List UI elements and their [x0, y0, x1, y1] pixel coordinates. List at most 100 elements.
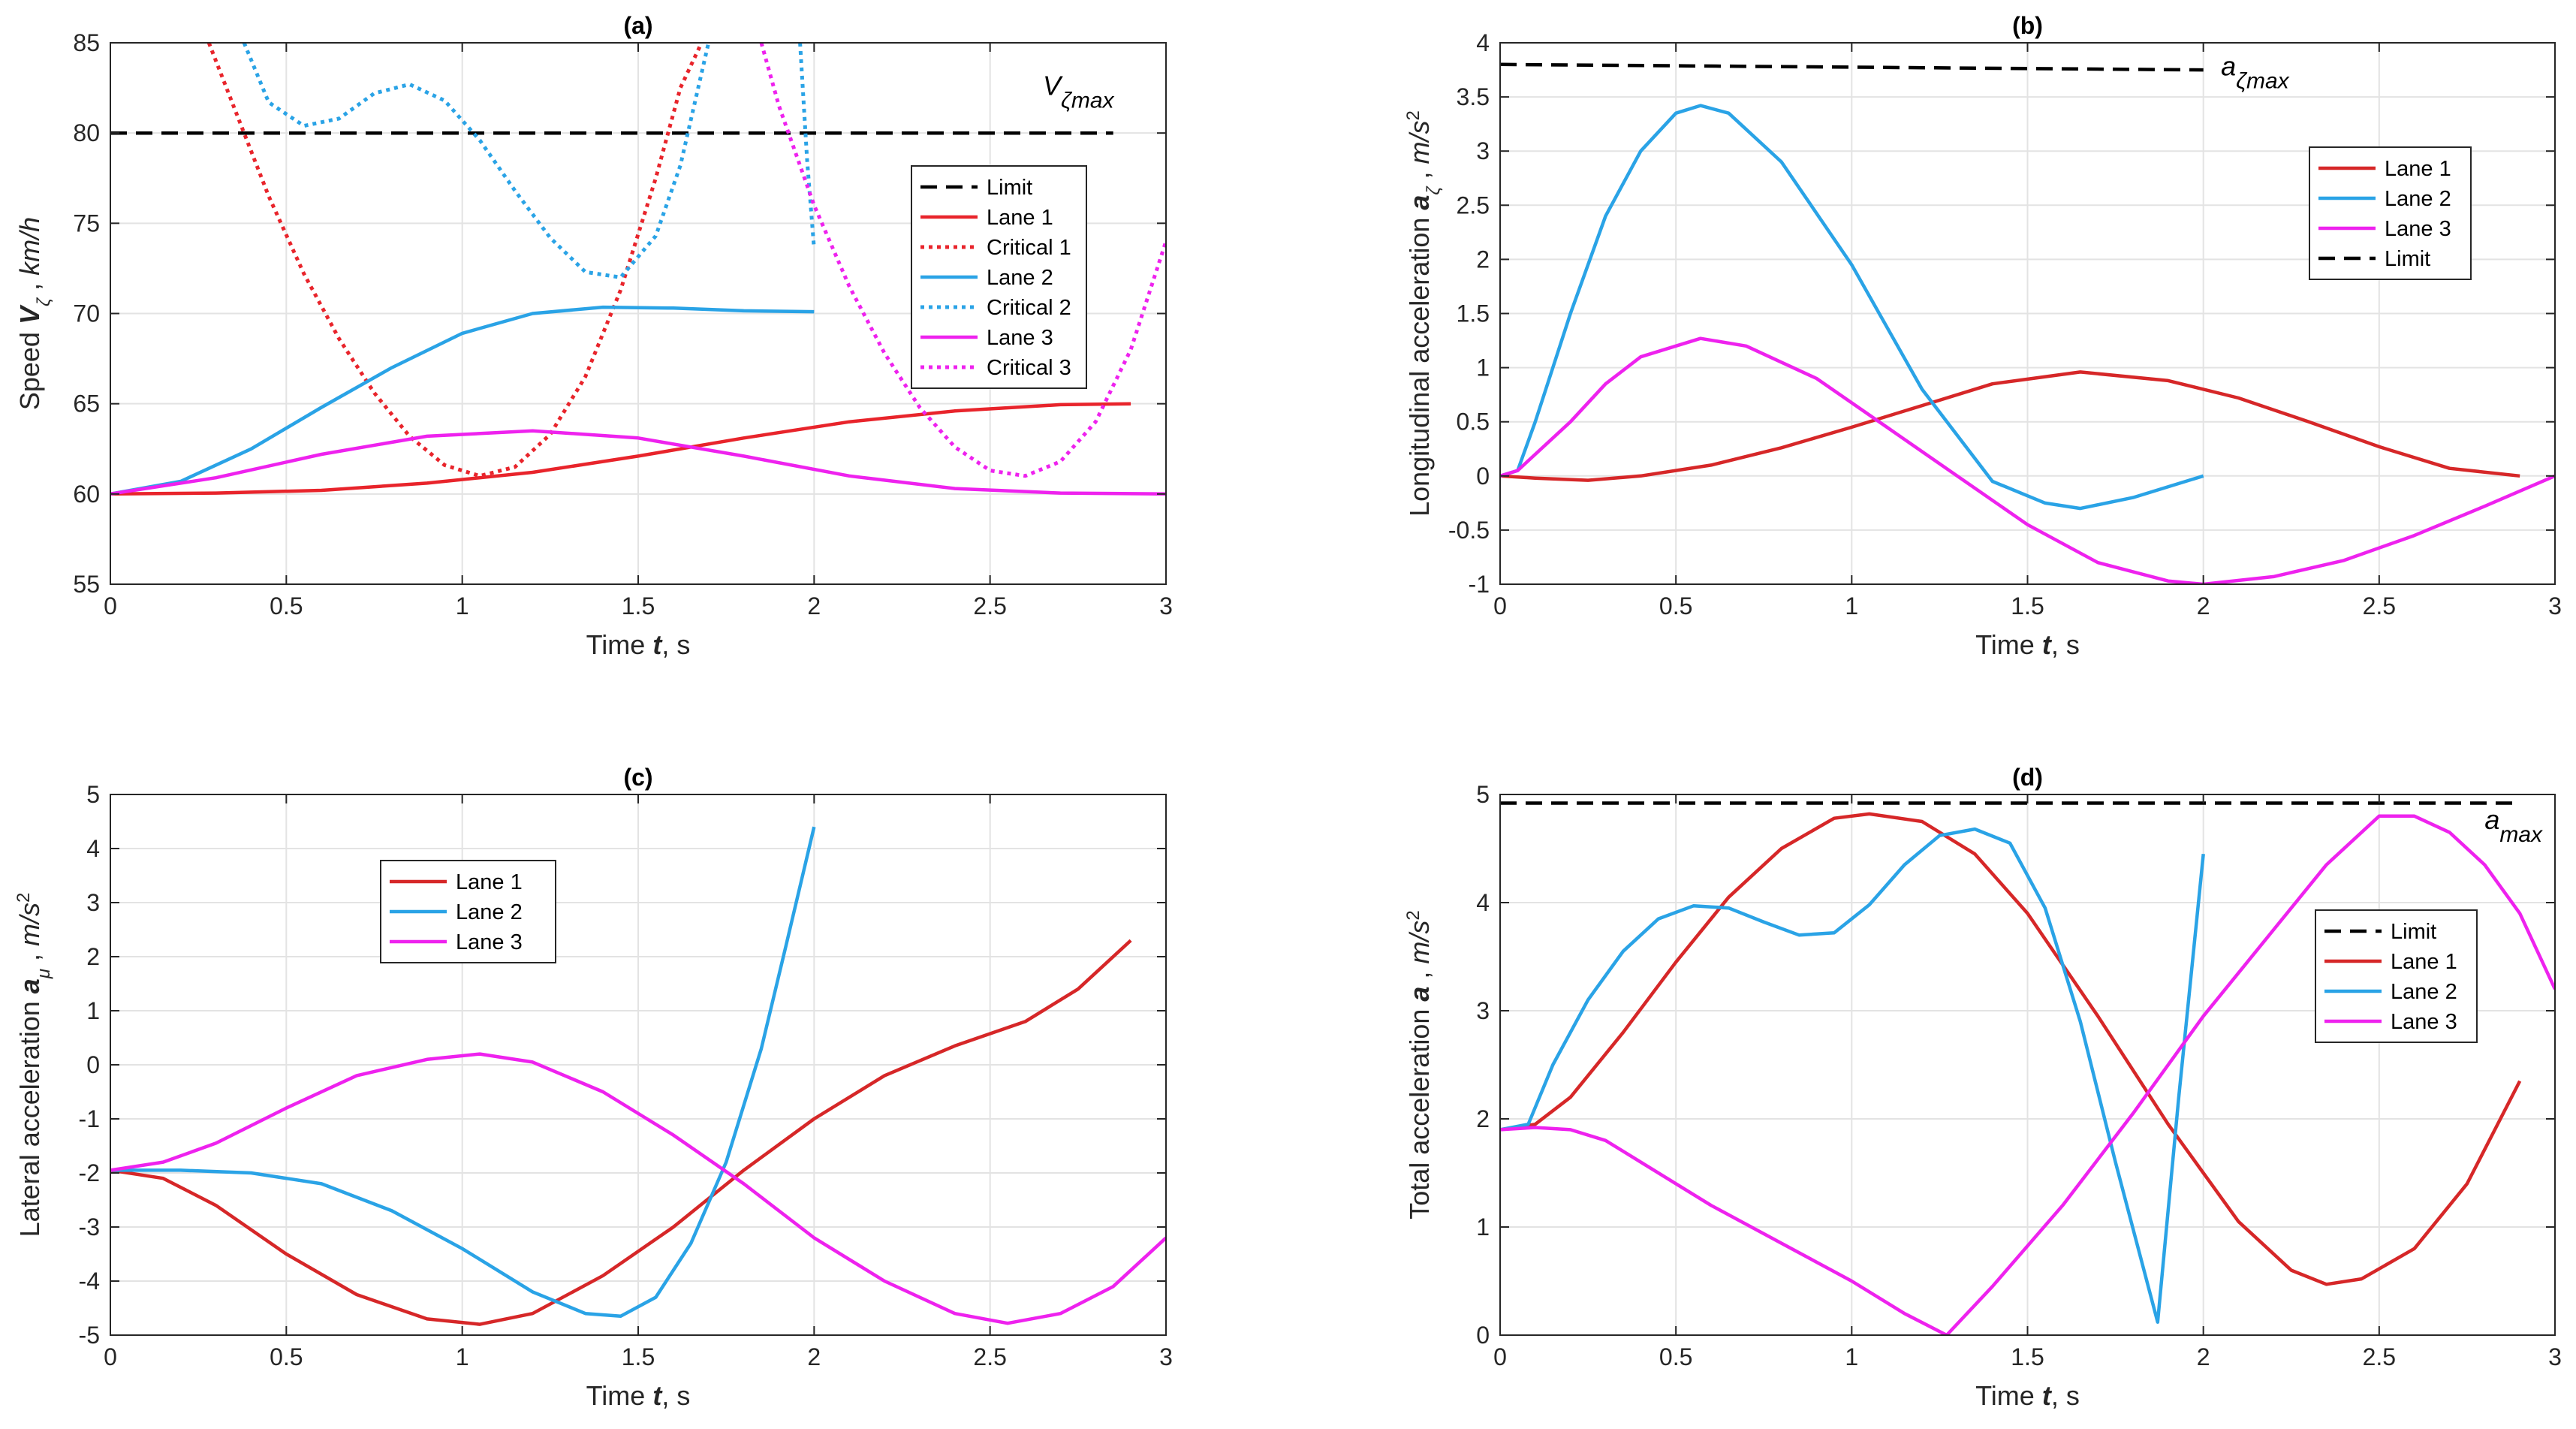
y-tick-label: 4 [86, 835, 100, 862]
x-tick-label: 0.5 [270, 592, 303, 620]
y-tick-label: 3 [1476, 137, 1490, 164]
x-tick-label: 0.5 [1659, 1343, 1692, 1370]
y-tick-label: 65 [73, 390, 100, 418]
series-line-critical-1 [206, 43, 704, 478]
panel-title: (c) [623, 764, 652, 791]
y-tick-label: -1 [79, 1105, 100, 1132]
y-tick-label: 3 [1476, 997, 1490, 1024]
legend-entry: Critical 3 [987, 356, 1071, 380]
y-tick-label: 2.5 [1457, 191, 1490, 219]
series-line-lane-2 [1500, 104, 2204, 511]
y-tick-label: -5 [79, 1322, 100, 1349]
x-tick-label: 0 [1493, 1343, 1507, 1370]
y-tick-label: 0.5 [1457, 409, 1490, 436]
limit-annotation: amax [2484, 804, 2543, 847]
x-tick-label: 0 [104, 1343, 117, 1370]
legend-entry: Lane 3 [2385, 217, 2451, 241]
chart-panel-4: 0 0.5 1 1.5 2 2.5 3 0 1 2 3 4 5 (d) Time t, s Total acc… [1403, 764, 2562, 1411]
x-axis-label: Time t, s [1975, 1380, 2080, 1411]
x-tick-label: 0.5 [270, 1343, 303, 1370]
series-line-lane-3 [110, 1052, 1166, 1325]
legend-entry: Limit [2391, 920, 2436, 944]
y-tick-label: -2 [79, 1159, 100, 1186]
series-line-lane-1 [1500, 812, 2522, 1286]
x-tick-label: 0.5 [1659, 592, 1692, 620]
y-tick-label: 0 [86, 1051, 100, 1078]
legend-entry: Lane 2 [2385, 187, 2451, 211]
chart-panel-2: 0 0.5 1 1.5 2 2.5 3 -1 -0.5 0 0.5 1 1.5 2 2.5 3 3.5 4 (b) T… [1403, 12, 2562, 660]
x-tick-label: 2.5 [2363, 1343, 2396, 1370]
legend: Lane 1 Lane 2 Lane 3 [380, 860, 556, 963]
y-tick-label: 80 [73, 119, 100, 146]
x-tick-label: 2.5 [973, 1343, 1006, 1370]
y-tick-label: 4 [1476, 889, 1490, 916]
series-group [110, 826, 1166, 1326]
y-tick-label: 60 [73, 481, 100, 508]
y-tick-label: 1 [1476, 1213, 1490, 1241]
x-tick-label: 3 [1159, 592, 1173, 620]
x-tick-label: 1 [456, 1343, 469, 1370]
y-tick-label: -0.5 [1448, 517, 1490, 544]
y-tick-label: 0 [1476, 463, 1490, 490]
chart-panel-1: 0 0.5 1 1.5 2 2.5 3 55 60 65 70 75 80 85 (a) Time t, s S… [14, 12, 1173, 660]
y-axis-label: Total acceleration a , m/s2 [1403, 910, 1436, 1219]
legend-entry: Lane 3 [2391, 1010, 2457, 1034]
x-tick-label: 2.5 [973, 592, 1006, 620]
panel-title: (d) [2012, 764, 2043, 791]
series-line-limit [1500, 62, 2204, 72]
series-group [1500, 801, 2555, 1335]
legend-entry: Lane 1 [2385, 157, 2451, 181]
y-tick-label: 5 [86, 781, 100, 808]
y-tick-label: 5 [1476, 781, 1490, 808]
y-tick-label: 55 [73, 571, 100, 598]
series-line-lane-1 [110, 402, 1131, 496]
x-tick-label: 3 [2548, 592, 2562, 620]
legend-entry: Lane 2 [2391, 980, 2457, 1004]
x-tick-label: 1.5 [2011, 592, 2044, 620]
x-tick-label: 2 [2197, 1343, 2210, 1370]
series-group [110, 43, 1166, 496]
x-tick-label: 1 [1845, 1343, 1858, 1370]
y-tick-label: 2 [1476, 246, 1490, 273]
limit-annotation: aζmax [2221, 50, 2290, 93]
panel-title: (a) [623, 12, 652, 39]
legend-entry: Critical 1 [987, 236, 1071, 260]
y-tick-label: -1 [1469, 571, 1490, 598]
x-tick-label: 1.5 [622, 1343, 655, 1370]
x-tick-label: 2.5 [2363, 592, 2396, 620]
y-tick-label: 3.5 [1457, 83, 1490, 110]
x-axis-label: Time t, s [586, 629, 691, 660]
series-line-lane-1 [110, 939, 1132, 1326]
y-tick-label: 2 [86, 943, 100, 970]
x-axis-label: Time t, s [586, 1380, 691, 1411]
legend: Limit Lane 1 Lane 2 Lane 3 [2315, 909, 2478, 1043]
x-tick-label: 3 [2548, 1343, 2562, 1370]
y-tick-label: 70 [73, 300, 100, 327]
y-tick-label: 75 [73, 210, 100, 237]
x-tick-label: 3 [1159, 1343, 1173, 1370]
x-tick-label: 1 [1845, 592, 1858, 620]
series-line-critical-2 [242, 43, 711, 279]
y-tick-label: 4 [1476, 29, 1490, 56]
legend-entry: Lane 2 [456, 900, 523, 924]
y-tick-label: 2 [1476, 1105, 1490, 1132]
x-tick-label: 1.5 [622, 592, 655, 620]
legend-entry: Lane 1 [2391, 950, 2457, 974]
series-line-lane-2 [1500, 827, 2205, 1324]
y-tick-label: 85 [73, 29, 100, 56]
x-tick-label: 1.5 [2011, 1343, 2044, 1370]
y-tick-label: 3 [86, 889, 100, 916]
legend-entry: Lane 3 [987, 326, 1053, 350]
y-axis-label: Lateral acceleration aμ , m/s2 [14, 893, 54, 1238]
legend-entry: Limit [987, 176, 1032, 200]
series-group [1500, 62, 2555, 584]
y-tick-label: -4 [79, 1268, 100, 1295]
chart-panel-3: 0 0.5 1 1.5 2 2.5 3 -5 -4 -3 -2 -1 0 1 2 3 4 5 (c) Time t, … [14, 764, 1173, 1411]
x-tick-label: 2 [807, 592, 821, 620]
x-tick-label: 0 [104, 592, 117, 620]
x-tick-label: 2 [2197, 592, 2210, 620]
y-axis-label: Longitudinal acceleration aζ , m/s2 [1403, 110, 1444, 517]
series-line-lane-3 [1500, 336, 2555, 584]
series-line-critical-2-tail [798, 43, 816, 249]
